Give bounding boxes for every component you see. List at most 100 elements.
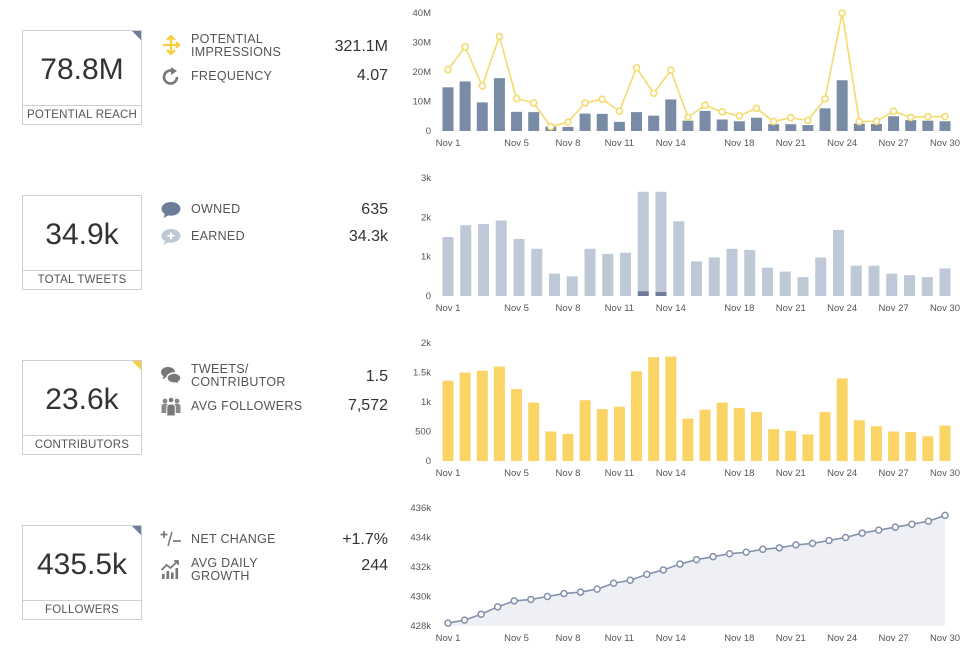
followers-point	[576, 588, 585, 596]
x-tick-label: Nov 27	[879, 633, 909, 644]
impressions-point	[889, 107, 898, 116]
reach-bar	[648, 115, 660, 131]
x-tick-label: Nov 30	[930, 468, 960, 479]
followers-card[interactable]: 435.5k FOLLOWERS	[22, 525, 142, 620]
tweets-per-contributor-value: 1.5	[365, 368, 388, 385]
plus-bubble-icon	[161, 229, 181, 245]
contributors-bar	[459, 372, 471, 461]
followers-point	[908, 520, 916, 528]
followers-point	[543, 592, 552, 601]
x-tick-label: Nov 14	[656, 303, 686, 314]
followers-point	[874, 526, 883, 534]
avg-followers-value: 7,572	[347, 397, 388, 414]
y-tick-label: 40M	[413, 8, 432, 19]
x-tick-label: Nov 14	[656, 633, 686, 644]
speech-bubble-icon	[161, 202, 181, 218]
owned-bar	[655, 292, 667, 296]
contributors-bar	[888, 431, 900, 461]
reach-bar	[922, 120, 934, 131]
card-corner-marker	[132, 526, 141, 535]
reach-bar	[819, 108, 831, 131]
followers-point	[477, 610, 485, 618]
reach-bar	[476, 102, 488, 131]
x-tick-label: Nov 24	[827, 633, 857, 644]
contributors-bar	[665, 356, 677, 461]
followers-point	[742, 548, 750, 556]
x-tick-label: Nov 24	[827, 468, 857, 479]
y-tick-label: 0	[426, 126, 431, 137]
x-tick-label: Nov 11	[605, 633, 634, 644]
tweets-bar	[584, 248, 596, 296]
net-change-metric: NET CHANGE +1.7%	[160, 531, 388, 561]
contributors-bar	[750, 412, 762, 461]
x-tick-label: Nov 24	[827, 138, 857, 149]
followers-point	[460, 616, 469, 624]
y-tick-label: 436k	[410, 503, 431, 514]
card-corner-marker	[132, 31, 141, 40]
tweets-bar	[602, 253, 614, 296]
contributors-card[interactable]: 23.6k CONTRIBUTORS	[22, 360, 142, 455]
contributors-bar	[613, 406, 625, 461]
x-tick-label: Nov 30	[930, 633, 960, 644]
contributors-row: 23.6k CONTRIBUTORS TWEETS/CONTRIBUTOR 1.…	[0, 330, 975, 495]
reach-bar	[442, 87, 454, 131]
contributors-bar	[528, 402, 540, 461]
y-tick-label: 2k	[421, 212, 431, 223]
reach-bar	[785, 124, 797, 131]
y-tick-label: 430k	[410, 592, 431, 603]
x-tick-label: Nov 27	[879, 468, 909, 479]
followers-point	[891, 523, 900, 531]
owned-bar	[637, 291, 649, 296]
x-tick-label: Nov 21	[776, 633, 806, 644]
followers-label: FOLLOWERS	[23, 600, 141, 619]
y-tick-label: 1.5k	[413, 368, 431, 379]
frequency-label: FREQUENCY	[191, 69, 273, 83]
impressions-label: POTENTIAL IMPRESSIONS	[191, 32, 282, 59]
tweets-bar	[797, 277, 809, 296]
x-tick-label: Nov 18	[724, 138, 754, 149]
reach-bar	[493, 78, 505, 131]
earned-metric: EARNED 34.3k	[160, 228, 388, 258]
impressions-point	[684, 113, 692, 121]
contributors-bar	[768, 429, 780, 461]
contributors-bar	[905, 432, 917, 461]
reach-bar	[768, 124, 780, 131]
followers-point	[841, 533, 850, 542]
reach-bar	[750, 117, 762, 131]
tweets-bar	[549, 273, 560, 296]
x-tick-label: Nov 8	[556, 303, 581, 314]
avg-followers-metric: AVG FOLLOWERS 7,572	[160, 396, 388, 427]
x-tick-label: Nov 8	[556, 138, 581, 149]
x-tick-label: Nov 21	[776, 303, 806, 314]
y-tick-label: 3k	[421, 173, 431, 184]
total-tweets-card[interactable]: 34.9k TOTAL TWEETS	[22, 195, 142, 290]
followers-point	[759, 545, 767, 554]
potential-reach-card[interactable]: 78.8M POTENTIAL REACH	[22, 30, 142, 125]
followers-point	[510, 597, 519, 605]
impressions-point	[735, 112, 744, 120]
contributors-bar	[716, 402, 728, 461]
tweets-bar	[886, 273, 898, 296]
reach-impressions-chart: 0 10M 20M 30M 40M Nov 1 Nov 5 Nov 8 Nov 11 Nov 14…	[413, 8, 961, 149]
net-change-label: NET CHANGE	[191, 532, 276, 546]
impressions-point	[529, 99, 538, 107]
impressions-line	[447, 12, 945, 128]
people-icon	[161, 396, 181, 417]
y-tick-label: 434k	[410, 533, 431, 544]
net-change-value: +1.7%	[342, 531, 388, 548]
impressions-value: 321.1M	[334, 38, 388, 55]
impressions-point	[581, 99, 589, 107]
y-tick-label: 10M	[413, 97, 432, 108]
x-tick-label: Nov 18	[724, 468, 754, 479]
contributors-bar	[579, 400, 591, 461]
frequency-value: 4.07	[356, 67, 388, 84]
followers-point	[643, 570, 651, 579]
impressions-point	[872, 117, 881, 126]
y-tick-label: 432k	[410, 562, 431, 573]
contributors-bar	[939, 425, 951, 461]
tweets-bar	[708, 257, 720, 296]
followers-point	[626, 576, 634, 585]
earned-value: 34.3k	[348, 228, 388, 245]
frequency-metric: FREQUENCY 4.07	[160, 67, 388, 97]
impressions-point	[632, 64, 641, 72]
